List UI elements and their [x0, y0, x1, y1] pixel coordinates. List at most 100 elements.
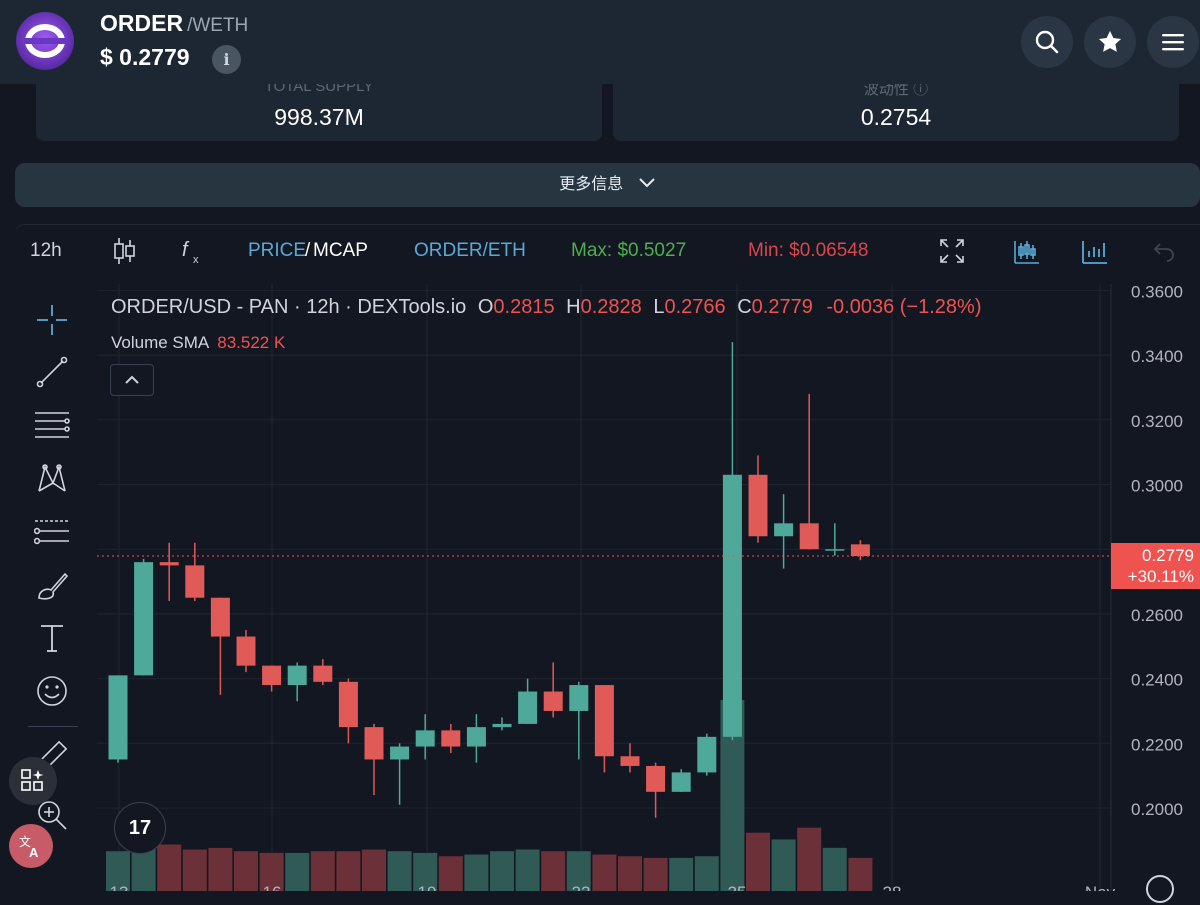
candle-body [620, 756, 640, 766]
mcap-toggle[interactable]: MCAP [313, 240, 368, 261]
candle-body [466, 727, 486, 747]
more-info-button[interactable]: 更多信息 [15, 163, 1200, 207]
open-key: O [477, 296, 494, 318]
volume-bars [106, 700, 873, 891]
candle-body [262, 665, 282, 686]
volatility-card: 波动性 ⓘ 0.2754 [613, 81, 1179, 141]
volume-bar [157, 844, 182, 891]
pair-toggle[interactable]: ORDER/ETH [414, 240, 526, 261]
price-toggle[interactable]: PRICE [248, 240, 307, 261]
interval-selector[interactable]: 12h [30, 240, 62, 261]
candle-body [748, 474, 768, 537]
current-price: $ 0.2779 [100, 44, 190, 70]
volume-bar [566, 851, 591, 891]
candle-body [134, 562, 154, 676]
horizontal-lines-tool[interactable] [34, 407, 70, 443]
volume-bar [464, 854, 489, 891]
volume-bar [848, 857, 873, 891]
fib-tool[interactable] [34, 514, 70, 550]
price-axis-label: 0.2400 [1131, 671, 1183, 690]
more-info-label: 更多信息 [559, 176, 624, 193]
svg-text:f: f [182, 239, 190, 261]
tools-divider [28, 726, 78, 727]
candle-body [850, 544, 870, 556]
high-key: H [566, 296, 581, 318]
candle-chart-icon[interactable] [1013, 237, 1041, 265]
indicators-icon[interactable]: f x [180, 236, 206, 266]
chart-grid [97, 284, 1111, 891]
time-axis-label: 19 [418, 883, 437, 891]
candle-body [390, 746, 410, 760]
info-icon[interactable]: i [212, 45, 241, 74]
candle-body [159, 562, 179, 566]
brush-tool[interactable] [34, 567, 70, 603]
favorite-button[interactable] [1084, 16, 1136, 68]
volume-bar [285, 852, 310, 891]
star-icon [1098, 30, 1122, 52]
volume-bar [362, 849, 386, 891]
volume-bar [387, 851, 412, 891]
candle-body [722, 474, 742, 737]
token-logo[interactable] [16, 12, 74, 70]
volume-legend: Volume SMA 83.522 K [111, 333, 285, 353]
last-price-tag: 0.2779 +30.11% [1111, 543, 1200, 589]
change-value: -0.0036 (−1.28%) [826, 296, 982, 318]
min-price-label: Min: $0.06548 [748, 240, 869, 261]
svg-text:文: 文 [19, 834, 31, 849]
settings-icon[interactable] [1146, 875, 1174, 903]
ai-grid-button[interactable] [9, 757, 57, 805]
volume-label: Volume SMA [111, 333, 210, 352]
price-axis-label: 0.2000 [1131, 800, 1183, 819]
candles-icon[interactable] [112, 236, 136, 266]
crosshair-icon [37, 305, 67, 335]
emoji-tool[interactable] [34, 673, 70, 709]
collapse-legend-button[interactable] [110, 364, 154, 396]
tradingview-logo[interactable]: 17 [114, 802, 166, 854]
zoom-in-icon [38, 801, 67, 830]
menu-button[interactable] [1147, 16, 1199, 68]
search-button[interactable] [1021, 16, 1073, 68]
price-mcap-separator: / [305, 240, 311, 261]
volume-bar [515, 849, 540, 891]
zoom-tool[interactable] [34, 797, 70, 833]
top-header: ORDER/WETH $ 0.2779 i [0, 0, 1200, 84]
last-price-change: +30.11% [1127, 567, 1194, 586]
candle-body [185, 565, 205, 598]
price-axis-label: 0.2200 [1131, 735, 1183, 754]
horizontal-lines-icon [35, 412, 70, 438]
time-axis-label: 13 [110, 883, 129, 891]
candlesticks [108, 342, 870, 818]
candle-body [646, 765, 666, 792]
trend-line-icon [36, 356, 68, 388]
trend-line-tool[interactable] [34, 354, 70, 390]
candle-body [287, 665, 307, 686]
volume-bar [208, 847, 233, 891]
volume-bar [797, 827, 822, 891]
text-tool[interactable] [34, 620, 70, 656]
volume-bar [234, 851, 258, 891]
fullscreen-icon[interactable] [938, 237, 966, 265]
volume-bar [694, 856, 719, 891]
pattern-tool[interactable] [34, 460, 70, 496]
crosshair-tool[interactable] [34, 302, 70, 338]
candle-body [697, 736, 717, 773]
legend-title: ORDER/USD - PAN · 12h · DEXTools.io [111, 296, 467, 318]
ohlc-legend: ORDER/USD - PAN · 12h · DEXTools.io O 0.2… [111, 296, 981, 319]
candle-body [210, 597, 230, 637]
chevron-down-icon [639, 178, 655, 188]
search-icon [1035, 30, 1059, 54]
grid-sparkle-icon [21, 769, 44, 791]
undo-icon[interactable] [1152, 240, 1176, 262]
time-axis-label: 22 [572, 883, 591, 891]
volume-bars-icon[interactable] [1081, 237, 1109, 265]
volume-bar [771, 839, 796, 891]
time-axis-label: 28 [883, 883, 902, 891]
volume-bar [541, 851, 566, 891]
max-price-label: Max: $0.5027 [571, 240, 687, 261]
close-value: 0.2779 [751, 296, 813, 318]
candle-body [236, 636, 256, 666]
total-supply-value: 998.37M [274, 104, 364, 130]
candle-body [364, 727, 384, 760]
